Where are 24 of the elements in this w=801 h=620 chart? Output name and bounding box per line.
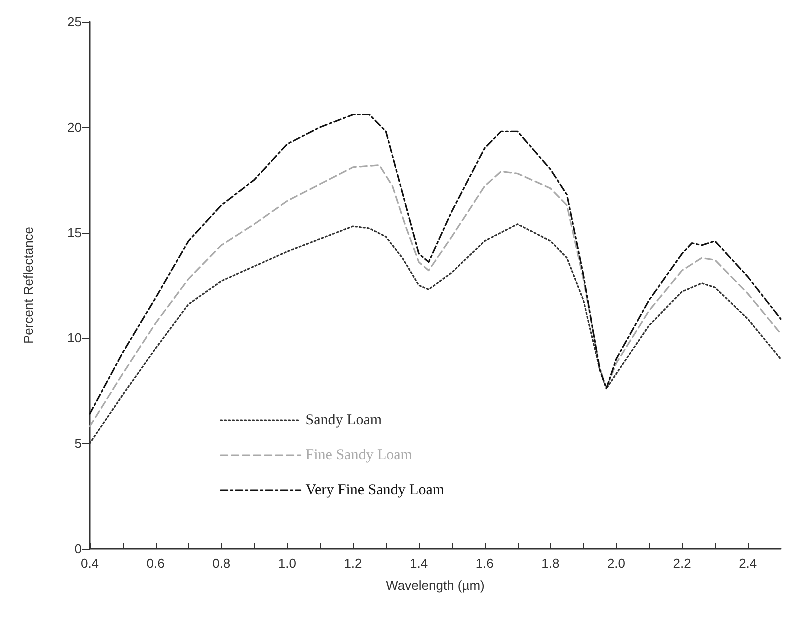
text: Sandy Loam (306, 412, 382, 428)
x-tick-label: 2.2 (673, 556, 692, 571)
text: Fine Sandy Loam (306, 448, 413, 464)
x-tick-label: 1.4 (410, 556, 428, 571)
x-tick-label: 1.2 (344, 556, 362, 571)
x-tick-label: 1.8 (542, 556, 560, 571)
y-tick-label: 5 (74, 436, 82, 452)
y-axis-title: Percent Reflectance (21, 226, 36, 344)
x-tick-label: 2.4 (739, 556, 758, 571)
y-tick-label: 15 (68, 225, 82, 240)
line-series (89, 164, 782, 428)
x-tick-label: 1.0 (278, 556, 296, 571)
y-tick-label: 10 (68, 330, 82, 346)
y-tick-label: 25 (68, 14, 82, 30)
y-tick-label: 0 (74, 542, 82, 556)
x-tick-label: 0.6 (146, 556, 165, 571)
x-tick-label: 1.6 (476, 556, 494, 571)
x-tick-label: 0.8 (212, 556, 231, 571)
text: Very Fine Sandy Loam (306, 482, 445, 498)
x-axis-title: Wavelength (µm) (386, 578, 485, 593)
y-tick-label: 20 (68, 120, 82, 135)
x-tick-label: 2.0 (607, 556, 626, 571)
line-series (89, 114, 782, 415)
x-tick-label: 0.4 (80, 556, 100, 571)
